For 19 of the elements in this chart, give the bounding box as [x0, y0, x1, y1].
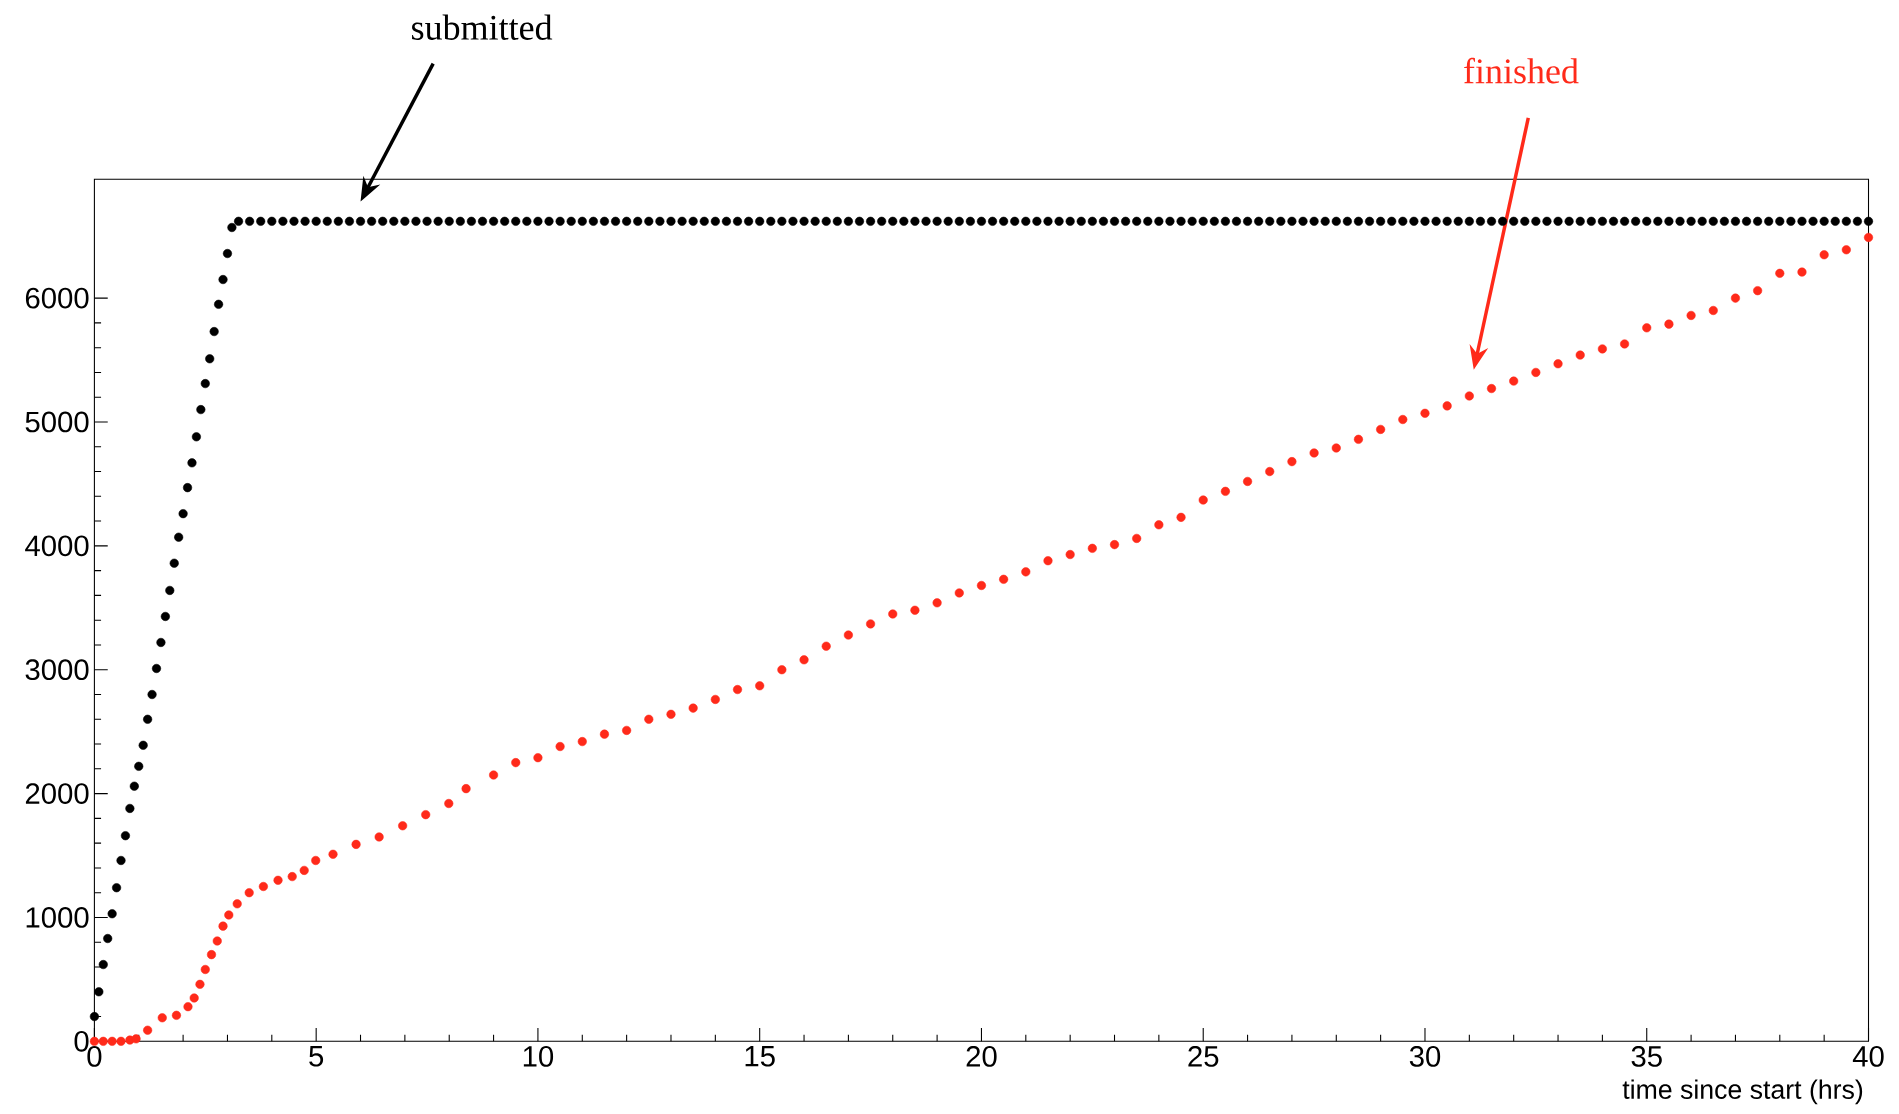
x-tick-label: 10	[523, 1046, 554, 1067]
x-tick-label: 20	[966, 1046, 997, 1067]
x-tick-label: 15	[745, 1046, 775, 1067]
x-tick-label: 40	[1852, 1046, 1884, 1067]
y-tick-label: 6000	[25, 287, 89, 309]
x-tick-label: 30	[1409, 1046, 1441, 1067]
x-tick-label: 25	[1188, 1046, 1219, 1067]
x-tick-label: 5	[309, 1046, 324, 1067]
x-tick-label: 0	[87, 1046, 102, 1067]
y-tick-label: 3000	[25, 659, 89, 681]
y-tick-label: 4000	[25, 535, 89, 557]
y-tick-label: 5000	[25, 411, 89, 433]
y-tick-label: 2000	[25, 783, 89, 804]
text: finished	[1464, 57, 1579, 84]
y-tick-label: 0	[74, 1030, 89, 1052]
x-tick-label: 35	[1631, 1046, 1662, 1067]
y-tick-label: 1000	[26, 907, 89, 928]
x-axis-title: time since start (hrs)	[1622, 1079, 1863, 1105]
text: submitted	[412, 14, 553, 40]
